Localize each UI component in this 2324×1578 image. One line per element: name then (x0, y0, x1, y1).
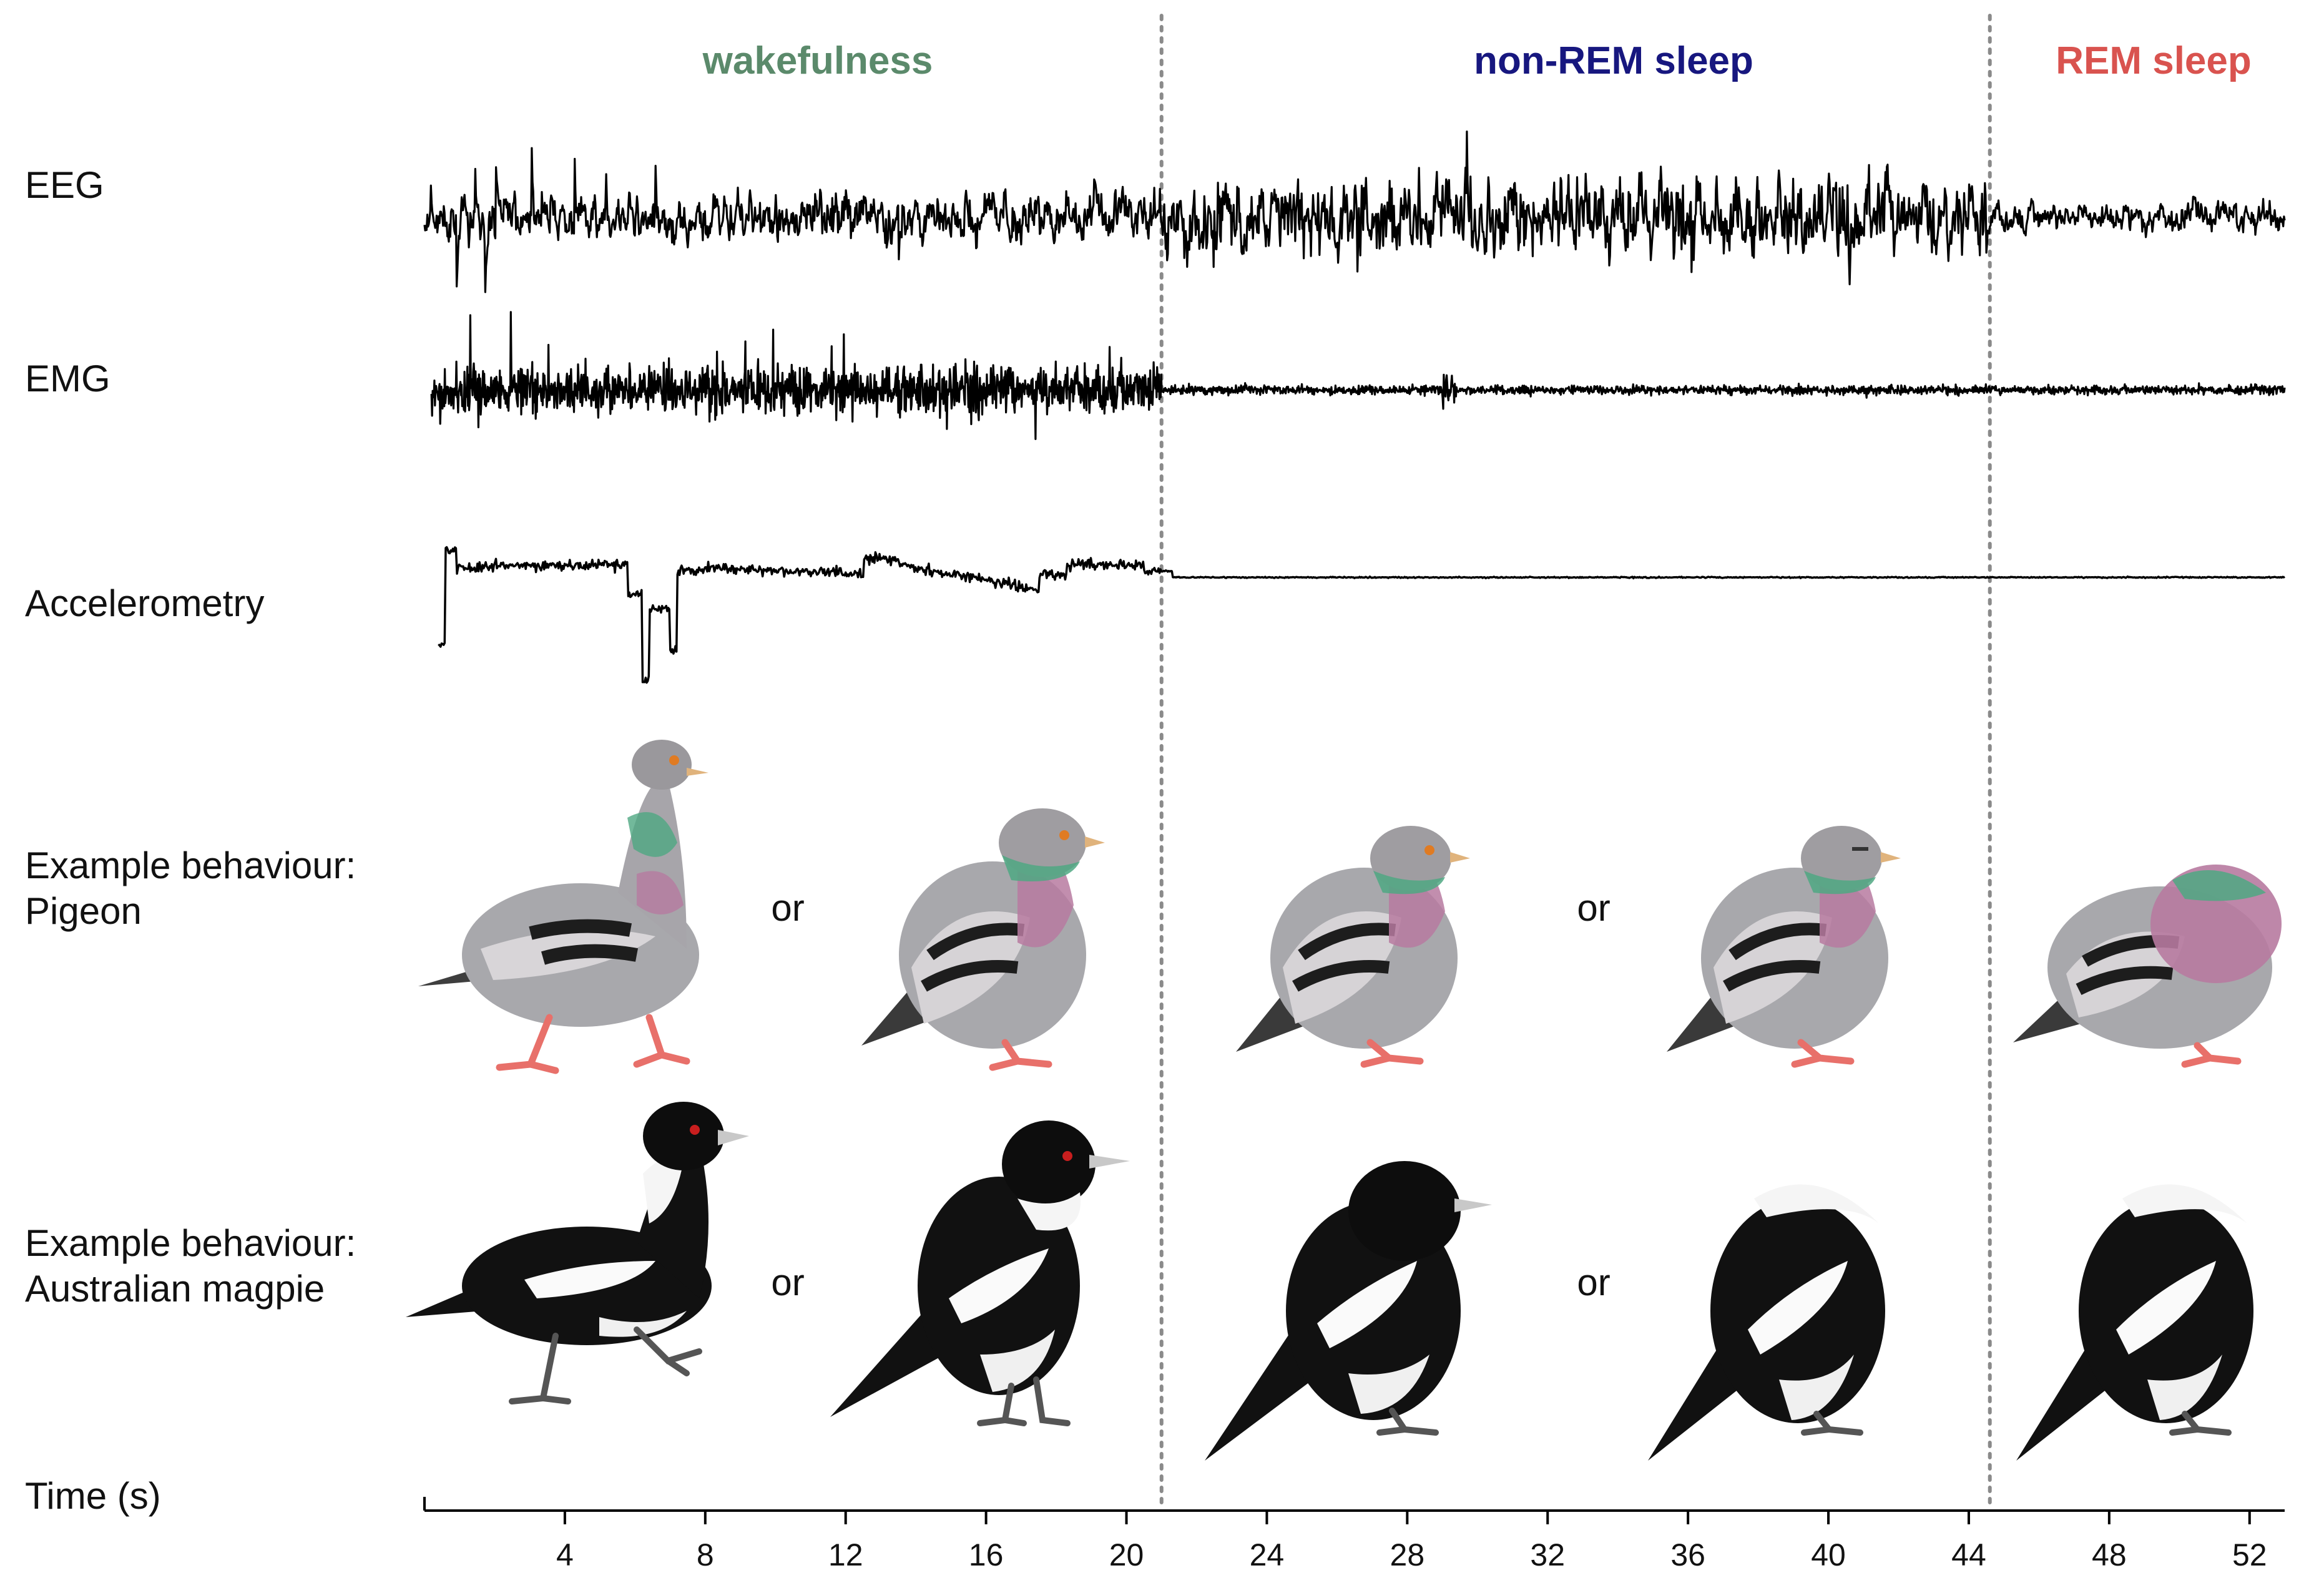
pigeon-resting-eyes-half-closed-illustration (1667, 826, 1901, 1068)
magpie-rem-head-tucked-illustration (2016, 1184, 2253, 1461)
state-label-rem: REM sleep (2056, 39, 2252, 82)
pigeon-perched-illustration (861, 808, 1105, 1071)
row-label-pigeon: Example behaviour: Pigeon (25, 843, 356, 934)
state-label-wakefulness: wakefulness (702, 39, 933, 82)
axis-tick-label: 48 (2092, 1537, 2127, 1572)
pigeon-label-line2: Pigeon (25, 890, 142, 933)
magpie-walking-illustration (406, 1102, 749, 1404)
magpie-label-line2: Australian magpie (25, 1268, 325, 1310)
state-label-non-rem: non-REM sleep (1474, 39, 1753, 82)
axis-tick-label: 32 (1530, 1537, 1565, 1572)
magpie-head-tucked-illustration (1648, 1184, 1885, 1461)
time-axis-label: Time (s) (25, 1475, 161, 1517)
magpie-label-line1: Example behaviour: (25, 1222, 356, 1264)
axis-tick-label: 16 (969, 1537, 1004, 1572)
axis-tick-label: 24 (1250, 1537, 1285, 1572)
row-label-emg: EMG (25, 358, 110, 399)
emg-trace (430, 311, 2286, 440)
row-label-magpie: Example behaviour: Australian magpie (25, 1220, 356, 1311)
pigeon-fluffed-sleeping-illustration (2013, 865, 2282, 1068)
axis-tick-label: 4 (556, 1537, 574, 1572)
time-axis: 4 8 12 16 20 24 28 32 36 40 44 48 52 (423, 1497, 2285, 1572)
row-label-eeg: EEG (25, 164, 104, 206)
axis-tick-label: 12 (828, 1537, 863, 1572)
state-boundaries (1159, 14, 1992, 1506)
axis-tick-label: 40 (1811, 1537, 1846, 1572)
pigeon-resting-eyes-open-illustration (1236, 826, 1470, 1068)
axis-tick-label: 36 (1670, 1537, 1705, 1572)
magpie-perched-illustration (830, 1120, 1130, 1426)
pigeon-label-line1: Example behaviour: (25, 845, 356, 886)
or-connector-pigeon-wake: or (771, 887, 805, 929)
magpie-resting-illustration (1205, 1161, 1492, 1461)
pigeon-walking-illustration (418, 740, 708, 1074)
eeg-trace (423, 130, 2286, 293)
axis-tick-label: 28 (1390, 1537, 1425, 1572)
or-connector-pigeon-nrem: or (1577, 887, 1611, 929)
axis-tick-label: 8 (697, 1537, 714, 1572)
accelerometry-trace (438, 546, 2285, 684)
or-connector-magpie-nrem: or (1577, 1262, 1611, 1303)
or-connector-magpie-wake: or (771, 1262, 805, 1303)
axis-tick-label: 20 (1109, 1537, 1144, 1572)
row-label-accelerometry: Accelerometry (25, 582, 265, 624)
axis-tick-label: 52 (2232, 1537, 2267, 1572)
axis-tick-label: 44 (1951, 1537, 1986, 1572)
